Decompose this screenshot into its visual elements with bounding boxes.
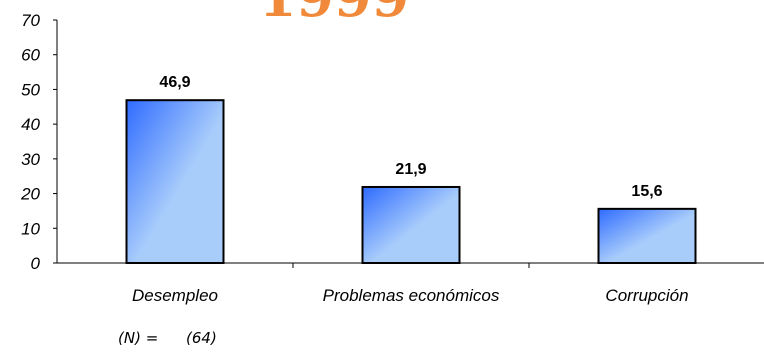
y-tick-label: 40 [21,115,40,134]
y-tick-label: 60 [21,46,40,65]
bar [597,207,697,265]
y-tick-label: 10 [21,219,40,238]
y-tick-label: 50 [21,80,40,99]
data-label: 46,9 [159,74,190,91]
data-label: 15,6 [631,183,662,200]
data-label: 21,9 [395,161,426,178]
sample-size-label: (N) = [118,329,159,347]
x-category-label: Desempleo [132,286,218,305]
bar [361,185,461,264]
bars: 46,9 21,9 15,6 [125,74,697,265]
x-category-label: Corrupción [605,286,688,305]
y-tick-label: 0 [31,254,41,273]
y-tick-label: 70 [21,11,40,30]
chart-title: 1999 [259,0,409,29]
y-tick-label: 20 [20,185,40,204]
y-tick-label: 30 [21,150,40,169]
axes: 0 10 20 30 40 50 60 70 Desempleo Problemas económ… [20,11,764,305]
bar [125,99,225,264]
x-category-label: Problemas económicos [323,286,500,305]
sample-size-value: (64) [186,329,217,347]
